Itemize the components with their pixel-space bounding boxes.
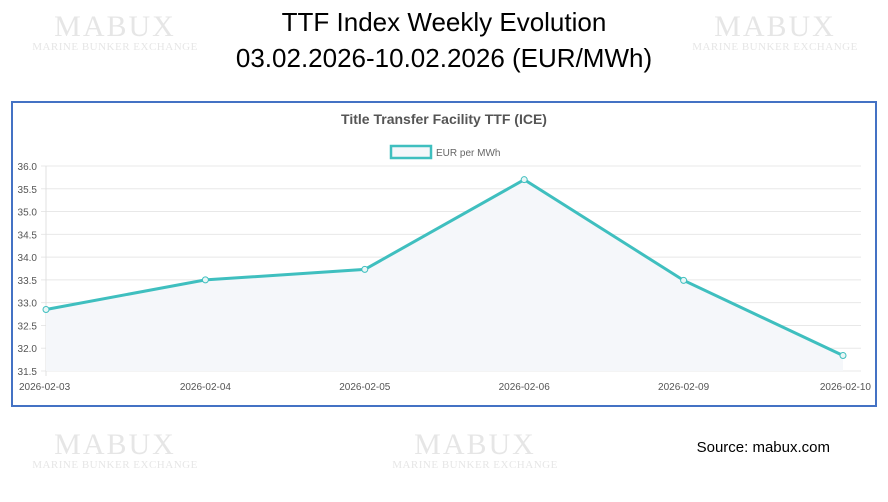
page-title: TTF Index Weekly Evolution [281, 7, 607, 37]
data-point [520, 176, 528, 184]
x-tick-label: 2026-02-06 [499, 382, 551, 393]
series-area [46, 179, 843, 371]
data-point [680, 276, 688, 284]
y-tick-label: 34.5 [18, 230, 38, 241]
data-point [42, 306, 50, 313]
watermark-logo: MABUX MARINE BUNKER EXCHANGE [32, 10, 198, 53]
y-tick-label: 32.0 [18, 344, 38, 355]
data-point [361, 265, 369, 273]
page-subtitle: 03.02.2026-10.02.2026 (EUR/MWh) [235, 43, 653, 73]
watermark-logo: MABUX MARINE BUNKER EXCHANGE [692, 10, 858, 53]
source-label: Source: mabux.com [696, 439, 830, 456]
watermark-logo: MABUX MARINE BUNKER EXCHANGE [392, 428, 558, 471]
legend-swatch[interactable] [389, 144, 433, 160]
y-tick-label: 31.5 [18, 367, 38, 378]
line-chart: Title Transfer Facility TTF (ICE) EUR pe… [18, 111, 872, 393]
y-tick-label: 36.0 [18, 162, 38, 173]
chart-panel: Title Transfer Facility TTF (ICE) EUR pe… [11, 101, 877, 407]
x-tick-label: 2026-02-03 [19, 382, 71, 393]
x-tick-label: 2026-02-05 [339, 382, 391, 393]
y-tick-label: 35.5 [18, 185, 38, 196]
series-line [45, 177, 844, 357]
y-tick-label: 32.5 [18, 321, 38, 332]
chart-title: Title Transfer Facility TTF (ICE) [341, 111, 547, 127]
legend-label[interactable]: EUR per MWh [436, 148, 500, 159]
y-tick-label: 34.0 [18, 253, 38, 264]
x-tick-label: 2026-02-09 [658, 382, 710, 393]
watermark-logo: MABUX MARINE BUNKER EXCHANGE [32, 428, 198, 471]
x-tick-label: 2026-02-04 [180, 382, 232, 393]
data-point [201, 276, 209, 284]
y-tick-label: 35.0 [18, 208, 38, 219]
data-point [839, 352, 847, 360]
x-tick-label: 2026-02-10 [820, 382, 872, 393]
y-tick-label: 33.0 [18, 299, 38, 310]
y-tick-label: 33.5 [18, 276, 38, 287]
